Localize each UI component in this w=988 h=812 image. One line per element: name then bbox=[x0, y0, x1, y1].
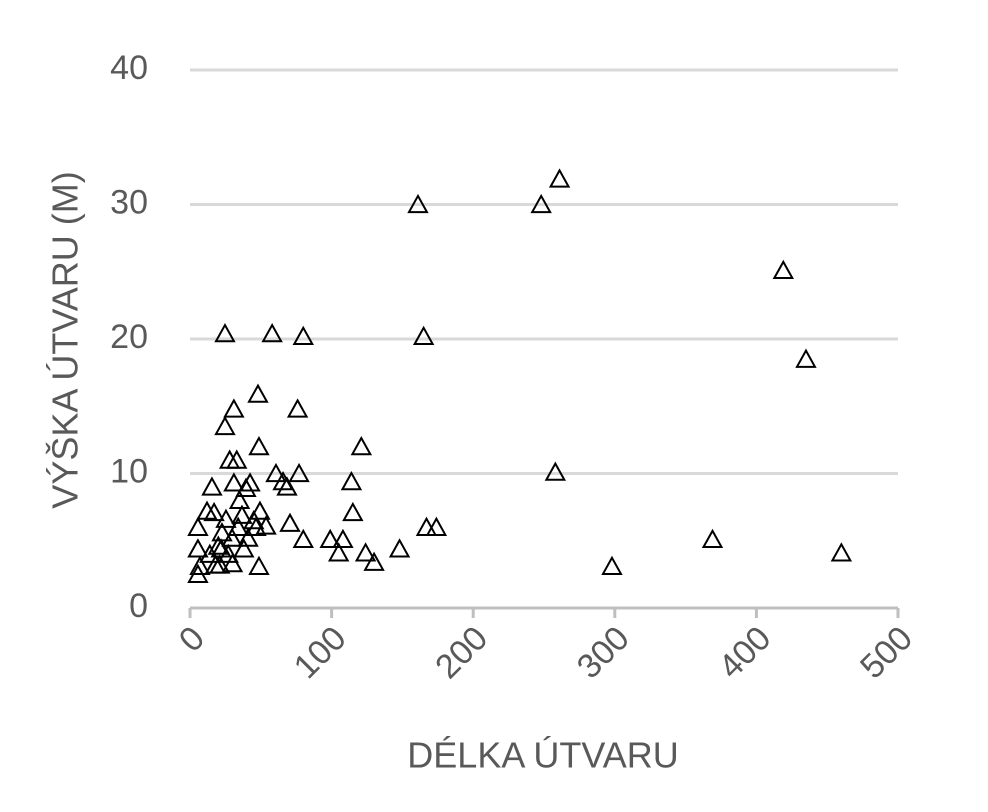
point bbox=[214, 323, 236, 343]
point bbox=[239, 472, 261, 492]
point bbox=[412, 325, 435, 345]
point bbox=[223, 472, 245, 492]
point bbox=[228, 489, 251, 510]
point bbox=[292, 325, 314, 345]
y-tick-label: 40 bbox=[110, 49, 148, 87]
point bbox=[196, 500, 218, 520]
x-tick-label: 200 bbox=[428, 619, 495, 686]
point bbox=[286, 398, 309, 418]
point bbox=[223, 398, 245, 418]
point bbox=[189, 555, 211, 575]
point bbox=[227, 516, 249, 536]
point bbox=[233, 538, 255, 558]
x-tick-label: 300 bbox=[570, 619, 637, 686]
point bbox=[210, 538, 232, 558]
point bbox=[187, 516, 209, 536]
point bbox=[795, 348, 817, 368]
point bbox=[530, 193, 552, 214]
point bbox=[830, 542, 853, 562]
point bbox=[332, 528, 354, 549]
point bbox=[255, 515, 277, 535]
point bbox=[248, 555, 270, 575]
point bbox=[363, 551, 385, 571]
point bbox=[548, 168, 571, 188]
point bbox=[261, 323, 283, 343]
point bbox=[237, 527, 259, 547]
point bbox=[327, 542, 350, 562]
x-tick-label: 500 bbox=[853, 619, 920, 686]
point bbox=[231, 504, 253, 524]
point bbox=[319, 528, 341, 549]
y-tick-label: 30 bbox=[110, 183, 148, 221]
point bbox=[288, 462, 310, 483]
point bbox=[247, 383, 269, 403]
y-tick-label: 20 bbox=[110, 318, 148, 356]
point bbox=[221, 527, 243, 547]
point bbox=[601, 555, 623, 575]
point bbox=[203, 501, 225, 522]
point bbox=[388, 538, 411, 558]
point bbox=[265, 462, 287, 483]
point bbox=[276, 476, 298, 496]
point bbox=[425, 516, 448, 536]
x-tick-label: 100 bbox=[287, 619, 354, 686]
point bbox=[226, 449, 248, 469]
point bbox=[187, 538, 209, 558]
x-axis-title: DÉLKA ÚTVARU bbox=[407, 735, 678, 776]
point bbox=[701, 528, 724, 549]
point bbox=[279, 512, 301, 532]
y-tick-label: 0 bbox=[129, 587, 148, 625]
x-tick-label: 400 bbox=[711, 619, 778, 686]
point bbox=[340, 470, 363, 491]
point bbox=[214, 415, 236, 436]
point bbox=[544, 461, 567, 481]
point bbox=[350, 435, 373, 456]
point bbox=[354, 542, 377, 562]
x-tick-label: 0 bbox=[172, 619, 212, 659]
point bbox=[292, 528, 314, 549]
point bbox=[201, 476, 223, 496]
point bbox=[204, 554, 227, 574]
point bbox=[772, 259, 795, 280]
point bbox=[249, 500, 271, 520]
point bbox=[407, 193, 429, 214]
point bbox=[243, 509, 265, 530]
y-axis-title: VÝŠKA ÚTVARU (M) bbox=[45, 171, 86, 508]
point bbox=[248, 435, 270, 456]
point bbox=[342, 501, 364, 522]
point bbox=[215, 508, 237, 528]
y-tick-label: 10 bbox=[110, 452, 148, 490]
point bbox=[221, 553, 244, 573]
